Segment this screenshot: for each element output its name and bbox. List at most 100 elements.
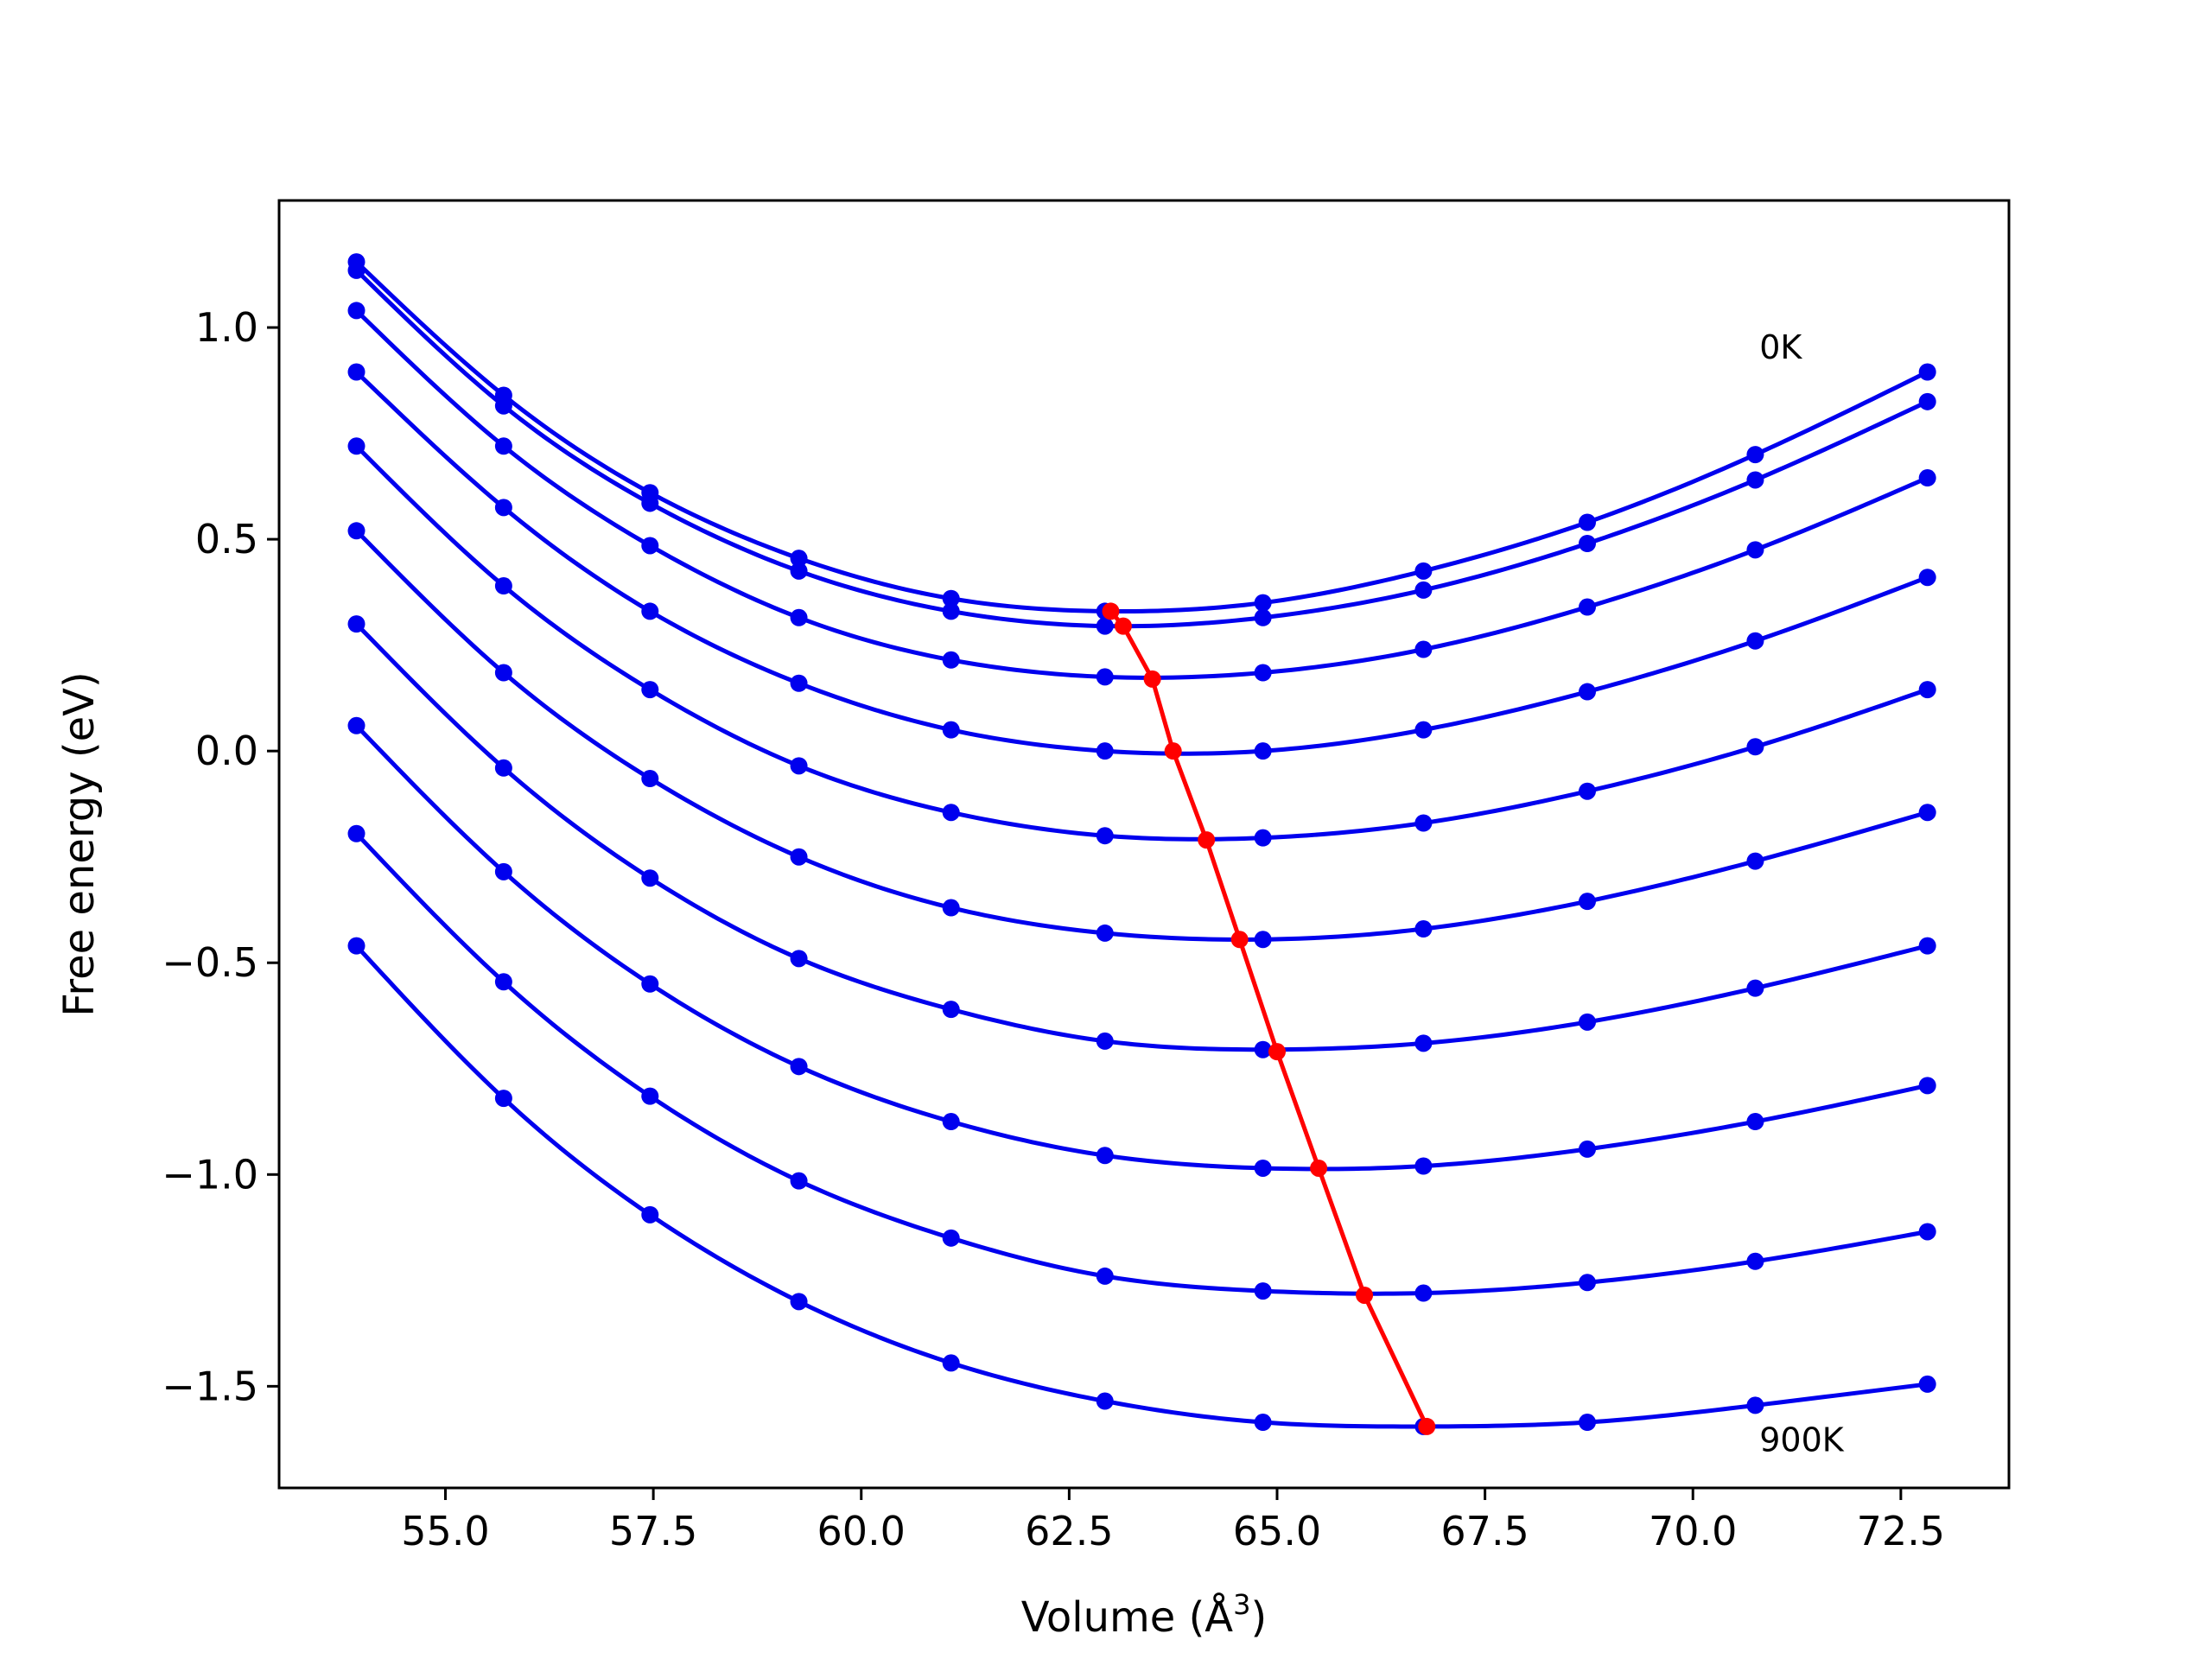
data-point [1918,937,1936,955]
data-point [1579,513,1597,531]
data-point [347,522,365,540]
x-tick-label: 57.5 [609,1508,697,1554]
data-point [1579,598,1597,616]
data-point [1579,893,1597,911]
data-point [494,759,512,777]
data-point [942,721,960,739]
minimum-point [1102,602,1120,620]
y-tick-label: −1.0 [162,1151,258,1198]
minimum-point [1356,1286,1374,1304]
x-tick-label: 72.5 [1857,1508,1945,1554]
data-point [1254,829,1272,847]
y-tick-label: 0.0 [195,728,258,774]
data-point [942,804,960,822]
data-point [1254,742,1272,760]
minimum-point [1114,617,1132,635]
data-point [1254,664,1272,682]
data-point [1096,924,1114,942]
data-point [641,494,659,512]
y-tick-label: 1.0 [195,304,258,351]
data-point [1254,1040,1272,1058]
data-point [347,437,365,455]
minimum-point [1268,1043,1286,1061]
series-line-6 [354,622,1929,1052]
data-point [1918,1223,1936,1241]
y-tick-label: −1.5 [162,1363,258,1409]
data-point [1414,1284,1433,1302]
data-point [1096,827,1114,845]
annotations: 0K 900K [1759,328,1845,1459]
minimum-point [1198,831,1216,849]
x-tick-label: 62.5 [1025,1508,1113,1554]
data-point [1918,469,1936,487]
data-point [942,1113,960,1131]
data-point [942,1229,960,1247]
data-point [1254,594,1272,612]
data-point [1746,1113,1764,1131]
data-point [1918,363,1936,381]
data-point [1746,446,1764,464]
data-point [790,848,808,866]
x-tick-label: 55.0 [401,1508,489,1554]
data-point [1918,681,1936,699]
data-point [641,681,659,699]
data-point [790,1293,808,1311]
data-point [494,1090,512,1108]
data-point [1918,1077,1936,1095]
data-point [1414,640,1433,658]
data-point [1254,1282,1272,1300]
y-tick-label: −0.5 [162,939,258,986]
minimum-point [1230,931,1249,949]
data-point [347,824,365,842]
data-point [1579,683,1597,701]
data-point [1746,852,1764,870]
data-point [1746,1396,1764,1414]
x-axis-label-close: ) [1250,1593,1267,1642]
series-line-1 [354,269,1929,629]
data-point [1918,1375,1936,1393]
data-point [790,757,808,775]
x-tick-label: 65.0 [1233,1508,1321,1554]
data-point [494,437,512,455]
x-tick-label: 67.5 [1440,1508,1529,1554]
data-point [641,1087,659,1105]
data-point [1579,1140,1597,1158]
data-point [1579,535,1597,553]
data-point [347,302,365,320]
minima-layer [1102,602,1436,1435]
minimum-point [1143,670,1161,688]
y-ticks: 1.0 0.5 0.0 −0.5 −1.0 −1.5 [162,304,279,1409]
data-point [1096,742,1114,760]
x-tick-label: 70.0 [1649,1508,1737,1554]
series-line-2 [354,308,1929,680]
x-ticks: 55.0 57.5 60.0 62.5 65.0 67.5 70.0 72.5 [401,1488,1945,1554]
x-axis-label-superscript: 3 [1233,1588,1250,1621]
data-point [494,499,512,517]
data-point [494,664,512,682]
data-point [1579,1274,1597,1292]
plot-frame [277,199,2011,1490]
data-point [1579,1013,1597,1031]
data-point [1414,721,1433,739]
minimum-point [1164,742,1182,760]
data-point [942,1354,960,1372]
data-point [1254,1159,1272,1177]
data-point [347,716,365,734]
data-point [1254,608,1272,626]
data-point [1096,1147,1114,1165]
data-point [1414,814,1433,832]
data-point [1414,1034,1433,1052]
data-point [494,973,512,991]
data-point [1414,920,1433,938]
data-point [942,602,960,620]
data-point [942,651,960,669]
data-point [494,577,512,595]
data-point [1096,1032,1114,1050]
curves-layer [354,260,1929,1429]
data-point [641,770,659,788]
data-point [790,550,808,568]
data-point [1918,392,1936,410]
series-line-4 [354,444,1929,842]
data-point [1579,1414,1597,1432]
